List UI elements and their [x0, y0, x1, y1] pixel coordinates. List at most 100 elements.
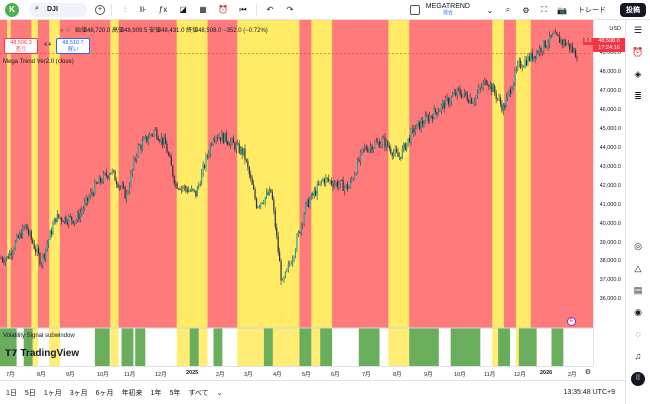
price-label: 37,000.0 [599, 277, 621, 284]
range-button[interactable]: すべて [188, 389, 209, 397]
profile-avatar[interactable]: K [5, 2, 19, 17]
time-label: 2026 [540, 370, 553, 376]
time-label: 5月 [302, 372, 311, 378]
broadcast-icon[interactable]: ◉ [634, 307, 642, 317]
ideas-icon[interactable]: △ [634, 263, 642, 273]
candle-body [492, 85, 494, 92]
redo-icon[interactable]: ↷ [286, 5, 294, 14]
post-button[interactable]: 投稿 [620, 3, 646, 17]
candle-body [468, 100, 470, 103]
candle-body [547, 43, 549, 47]
candle-body [211, 144, 213, 146]
chat-icon[interactable]: ◌ [635, 329, 641, 339]
candle-body [406, 142, 408, 151]
chevron-down-icon[interactable]: ⌄ [216, 389, 223, 397]
candle-body [183, 186, 185, 188]
layout-icon[interactable]: ▦ [199, 5, 207, 14]
trend-zone [332, 20, 389, 328]
area-chart-icon[interactable]: ◪ [179, 5, 187, 14]
indicator-legend[interactable]: Mega Trend Ver2.0 (close) [3, 59, 74, 65]
candle-body [55, 218, 57, 222]
apps-icon[interactable]: ⠿ [631, 372, 645, 386]
candle-body [309, 199, 311, 207]
candle-body [390, 148, 392, 154]
candle-body [541, 51, 543, 53]
candle-body [231, 138, 233, 142]
settings-icon[interactable]: ⚙ [584, 369, 591, 376]
range-button[interactable]: 3ヶ月 [69, 389, 88, 397]
candle-body [384, 137, 386, 148]
range-button[interactable]: 5日 [24, 389, 36, 397]
undo-icon[interactable]: ↶ [266, 5, 274, 14]
chart-type-icon[interactable]: ⊪ [139, 5, 147, 14]
fullscreen-icon[interactable]: ⛶ [541, 5, 547, 14]
candle-body [570, 46, 572, 50]
candle-body [456, 88, 458, 96]
candle-body [307, 199, 310, 207]
layers-icon[interactable]: ≣ [634, 91, 642, 101]
candle-body [33, 243, 35, 249]
candle-body [101, 182, 103, 183]
alert-icon[interactable]: ⏰ [218, 5, 228, 14]
candle-body [24, 224, 27, 228]
candle-body [481, 87, 483, 88]
camera-icon[interactable]: 📷 [557, 5, 567, 15]
candle-body [280, 261, 282, 281]
candle-body [14, 241, 17, 250]
candle-body [514, 70, 516, 83]
trade-button[interactable]: トレード [578, 7, 606, 14]
sell-button[interactable]: 48,506.3 売り [4, 38, 38, 54]
range-button[interactable]: 5年 [169, 389, 181, 397]
layout-select-icon[interactable] [409, 5, 420, 15]
candle-body [475, 95, 477, 102]
candle-body [242, 148, 245, 155]
candle-body [439, 110, 441, 112]
target-icon[interactable]: ◎ [634, 241, 642, 251]
settings-icon[interactable]: ⚙ [522, 5, 530, 15]
indicators-icon[interactable]: ƒx [158, 5, 168, 14]
calendar-icon[interactable]: ▤ [633, 285, 643, 295]
trend-zone [299, 20, 312, 328]
layout-name[interactable]: MEGATREND 混合 [425, 3, 470, 16]
trend-zone [530, 20, 593, 328]
range-button[interactable]: 1ヶ月 [43, 389, 62, 397]
subwindow-legend[interactable]: Volatility Signal subwindow [3, 333, 75, 339]
interval-icon[interactable]: ⫶ [124, 4, 126, 14]
quick-search-icon[interactable]: ⌕ [505, 5, 511, 14]
candle-body [445, 97, 447, 109]
candle-body [524, 60, 526, 67]
candle-body [535, 51, 538, 59]
range-button[interactable]: 1年 [150, 389, 162, 397]
range-button[interactable]: 年初来 [121, 389, 143, 397]
candle-body [206, 155, 209, 157]
signal-bar [450, 328, 481, 366]
event-marker-icon[interactable]: E [567, 317, 576, 326]
watchlist-icon[interactable]: ☰ [633, 25, 643, 35]
candle-body [198, 184, 200, 187]
data-window-icon[interactable]: ◈ [634, 69, 642, 79]
candle-body [343, 186, 346, 191]
candle-body [491, 83, 493, 92]
bell-icon[interactable]: ♫ [634, 351, 642, 361]
candle-body [546, 46, 548, 48]
symbol-search[interactable]: ⌕ DJI [29, 2, 87, 17]
price-label: 38,000.0 [599, 258, 621, 265]
clock-readout[interactable]: 13:35:48 UTC+9 [563, 389, 615, 396]
time-axis[interactable]: 7月 8月 9月 10月 11月 12月 2025 2月 3月 4月 5月 6月 7月 8月 9月 10月 11… [0, 366, 593, 380]
chevron-down-icon[interactable]: ⌄ [486, 5, 494, 15]
range-button[interactable]: 6ヶ月 [95, 389, 114, 397]
candle-body [113, 170, 115, 172]
range-button[interactable]: 1日 [6, 389, 17, 397]
add-symbol-icon[interactable]: + [95, 4, 105, 15]
price-label: 45,000.0 [599, 125, 621, 132]
replay-icon[interactable]: ⏮ [239, 4, 247, 14]
candle-body [385, 141, 388, 148]
candle-body [342, 180, 344, 191]
candle-body [85, 197, 87, 203]
candle-body [108, 174, 110, 178]
alerts-icon[interactable]: ⏰ [632, 47, 644, 57]
main-chart[interactable]: ● ≋ 始値48,720.0 高値48,909.5 安値48,431.0 終値4… [0, 20, 593, 366]
buy-button[interactable]: 48,510.7 買い [56, 38, 90, 54]
candle-body [153, 130, 155, 135]
price-scale[interactable]: USD 49,000.0 48,000.0 47,000.0 46,000.0 45,0… [593, 20, 625, 366]
